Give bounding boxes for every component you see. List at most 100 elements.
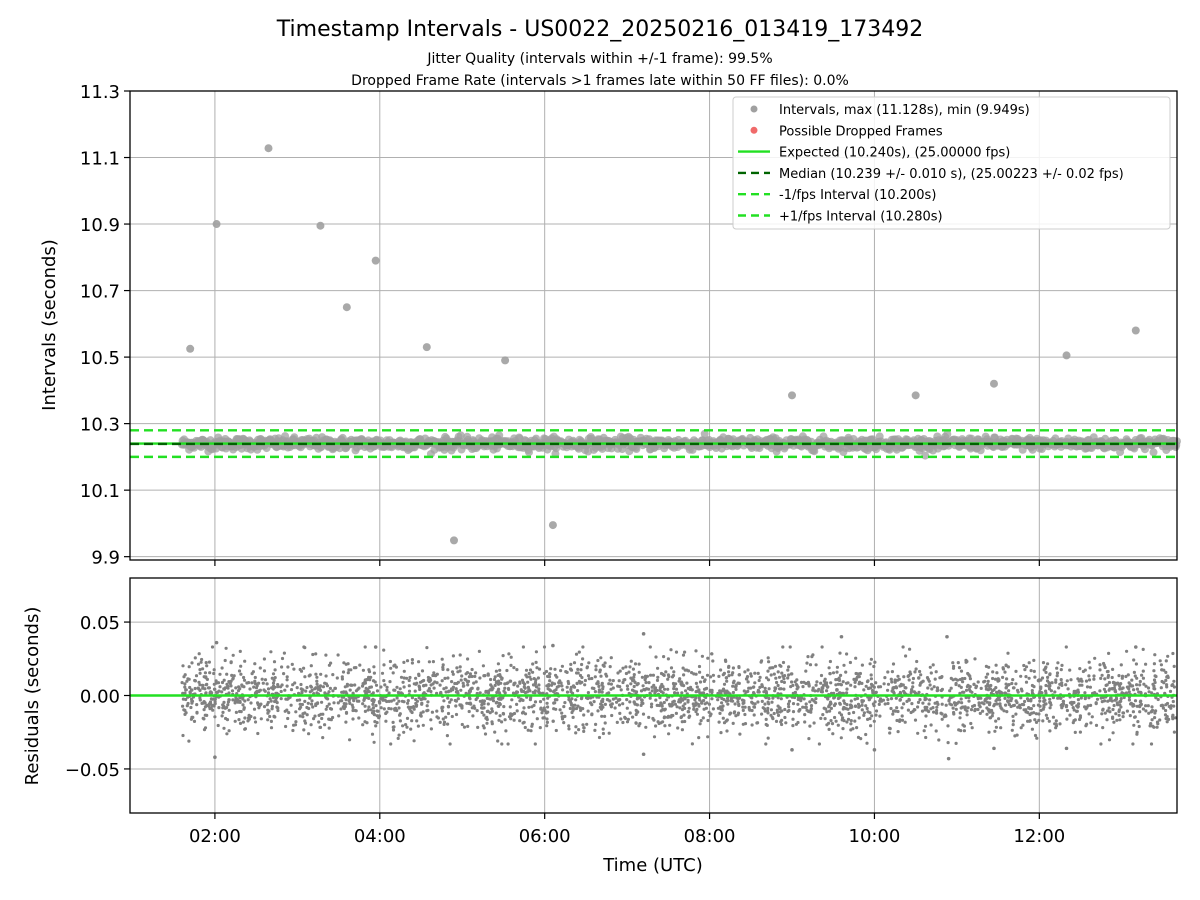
residual-point [601,685,605,689]
residual-point [916,700,921,705]
residual-point [1076,677,1080,681]
residual-point [1144,684,1148,688]
residual-point [1077,702,1081,706]
residual-point [499,697,503,701]
legend-label: Expected (10.240s), (25.00000 fps) [779,146,1010,161]
residual-point [372,671,376,675]
residual-point [1032,669,1036,674]
residual-point [1118,687,1122,691]
residual-point [944,703,948,707]
residual-point [405,676,409,680]
residual-point [959,706,963,710]
residual-point [767,687,771,691]
residual-point [791,702,796,706]
residual-point [455,690,459,694]
residual-point [574,731,578,735]
residual-point [1126,673,1130,677]
residual-point [736,700,740,704]
residual-point [603,661,607,665]
residual-point [775,680,779,685]
residual-point [532,677,536,681]
residual-point [769,673,773,677]
residual-point [706,718,710,723]
residual-point [440,679,444,683]
residual-point [649,705,654,709]
residual-point [500,720,504,724]
residual-point [552,682,557,686]
residual-point [212,682,216,686]
residual-point [1098,689,1102,693]
residual-point [283,688,287,692]
residual-point [682,713,686,717]
residual-point [693,698,697,702]
residual-point [1007,689,1011,693]
residual-point [1119,682,1123,686]
residual-point [398,687,402,691]
residual-point [1009,699,1013,703]
residual-point [567,724,571,728]
residual-point [986,688,991,692]
residual-point [1141,707,1145,711]
residual-point [776,713,781,718]
residual-point [1024,680,1029,684]
residual-point [1001,666,1005,670]
residual-point [886,698,890,702]
residual-point [751,701,755,705]
residual-point [724,676,729,680]
residual-point [860,681,864,686]
residual-point [372,740,376,744]
residual-point [533,680,538,685]
residual-point [412,705,416,709]
residual-point [894,686,899,690]
residual-point [382,648,386,652]
residual-point [845,720,849,724]
residual-point [664,670,668,674]
residual-point [266,711,270,715]
residual-point [410,661,414,665]
residual-point [1172,664,1176,669]
residual-point [976,680,980,684]
residual-point [576,671,580,675]
residual-point [501,654,505,658]
residual-point [1102,687,1106,691]
residual-point [1027,676,1031,680]
residual-point [270,707,274,711]
residual-point [915,659,919,664]
residual-point [969,708,974,712]
residual-point [959,669,964,673]
residual-point [721,716,725,720]
residual-point [988,696,992,700]
residual-point [1060,663,1064,668]
residual-point [309,723,313,727]
residual-point [323,681,327,685]
residual-point [1107,738,1112,742]
residual-point [1012,703,1017,708]
residual-point [898,719,902,724]
residual-point [682,673,686,677]
residual-point [958,711,962,715]
residual-point [374,704,378,708]
residual-point [294,720,298,724]
residual-point [623,678,627,682]
residual-point [765,676,769,680]
residual-point [992,704,996,708]
residual-point [734,687,738,692]
residual-point [857,716,861,720]
residual-point [1071,706,1075,710]
residual-point [1065,708,1069,713]
residual-point [518,719,522,723]
residual-point [516,684,520,688]
residual-point [964,658,968,663]
residual-point [230,689,235,693]
residual-point [442,687,446,691]
residual-point [375,709,379,713]
residual-point [967,699,971,703]
residual-point [874,681,878,685]
residual-point [924,697,928,701]
residual-point [774,676,778,680]
residual-point [388,680,392,684]
residual-point [442,699,446,703]
residual-point [560,664,565,668]
residual-point [1003,696,1007,701]
residual-point [184,711,188,715]
